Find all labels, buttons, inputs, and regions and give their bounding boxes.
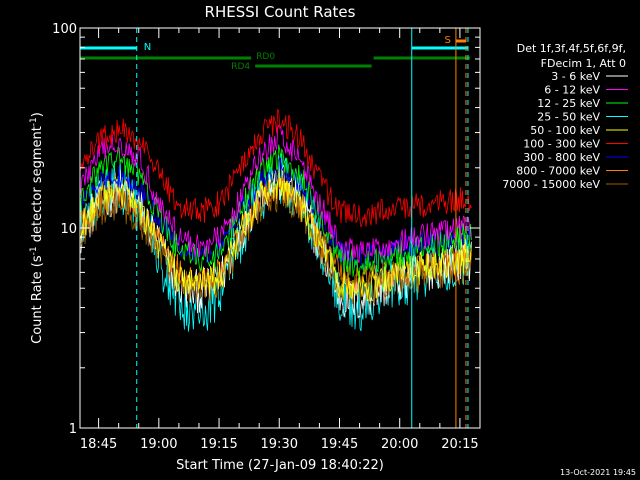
y-tick-label: 10 (60, 222, 77, 237)
rd0-label: RD0 (256, 52, 275, 62)
series-lines (79, 108, 472, 332)
x-tick-label: 20:15 (441, 437, 478, 452)
annotation-bars: N S RD0 RD4 (80, 35, 470, 72)
series-line-5 (79, 108, 472, 228)
axes: 1 10 100 18:45 19:00 19:15 19:30 19:45 20:00 20:1… (52, 22, 481, 452)
saa-label: S (445, 35, 451, 46)
legend-label: 6 - 12 keV (544, 84, 600, 97)
legend-label: 12 - 25 keV (537, 97, 600, 110)
legend-label: 50 - 100 keV (530, 124, 600, 137)
x-tick-label: 18:45 (80, 437, 117, 452)
boundary-lines (79, 28, 469, 428)
legend-header-line: FDecim 1, Att 0 (541, 57, 626, 70)
legend: Det 1f,3f,4f,5f,6f,9f, FDecim 1, Att 03 -… (502, 42, 628, 191)
y-tick-label: 1 (69, 422, 77, 437)
footer-date: 13-Oct-2021 19:45 (560, 468, 636, 477)
series-line-8 (79, 176, 472, 305)
rd4-label: RD4 (231, 62, 250, 72)
x-axis-label: Start Time (27-Jan-09 18:40:22) (176, 458, 384, 473)
night-label: N (144, 42, 151, 53)
legend-label: 3 - 6 keV (551, 70, 600, 83)
series-line-6 (79, 156, 472, 270)
legend-header-line: Det 1f,3f,4f,5f,6f,9f, (517, 42, 626, 55)
chart-title: RHESSI Count Rates (205, 3, 356, 21)
series-line-4 (79, 169, 472, 302)
x-tick-label: 19:30 (261, 437, 298, 452)
x-tick-label: 19:45 (321, 437, 358, 452)
legend-label: 25 - 50 keV (537, 111, 600, 124)
legend-label: 800 - 7000 keV (516, 165, 600, 178)
y-axis-label: Count Rate (s-1 detector segment-1) (29, 112, 45, 344)
legend-label: 300 - 800 keV (523, 151, 600, 164)
y-tick-label: 100 (52, 22, 77, 37)
series-line-1 (79, 124, 472, 263)
x-tick-label: 20:00 (381, 437, 418, 452)
x-tick-label: 19:00 (140, 437, 177, 452)
legend-label: 100 - 300 keV (523, 138, 600, 151)
legend-label: 7000 - 15000 keV (502, 178, 600, 191)
x-tick-label: 19:15 (200, 437, 237, 452)
